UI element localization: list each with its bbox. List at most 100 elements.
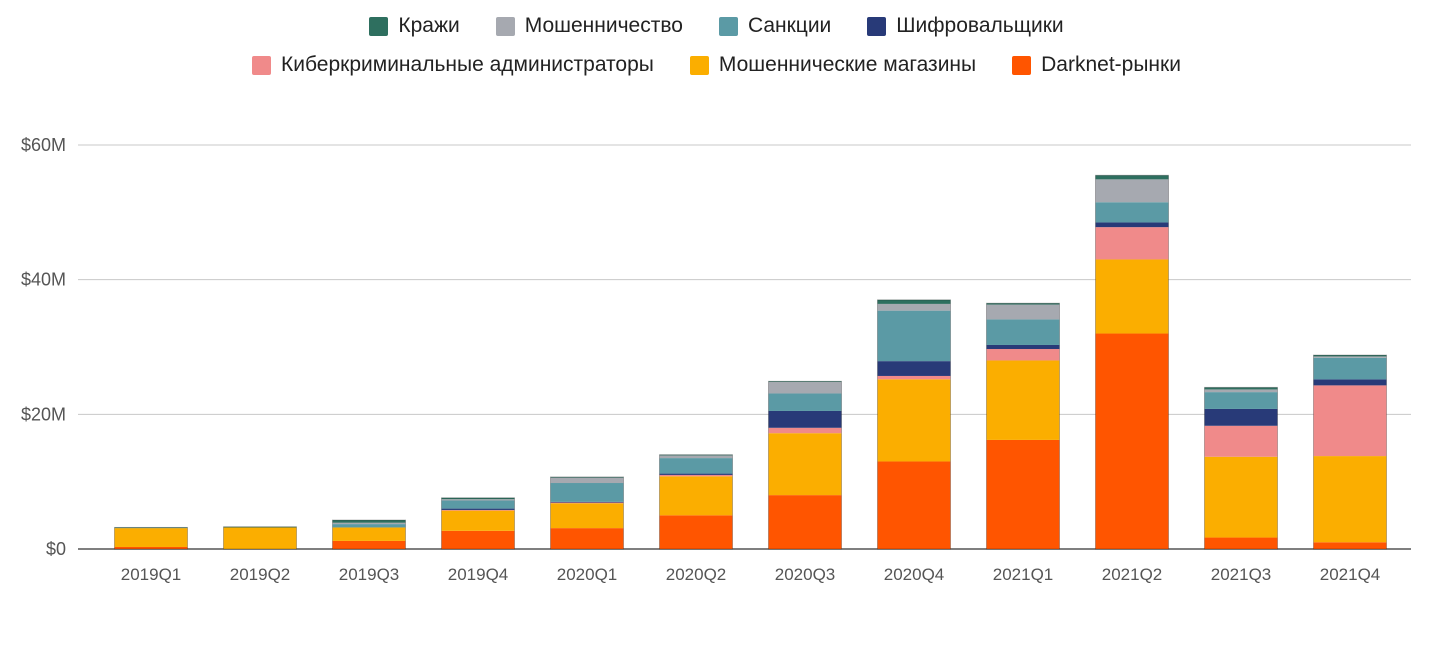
bar-segment <box>550 501 624 503</box>
bar-segment <box>986 344 1060 350</box>
bar-segment <box>1204 387 1278 390</box>
bar-segment <box>986 439 1060 549</box>
bar-stack-2019q4 <box>441 497 515 550</box>
bar-stack-2021q1 <box>986 302 1060 550</box>
bar-segment <box>986 304 1060 320</box>
chart-legend: Кражи Мошенничество Санкции Шифровальщики Ки… <box>0 12 1433 90</box>
x-tick-label: 2021Q1 <box>993 565 1054 584</box>
bar-segment <box>877 461 951 549</box>
bar-segment <box>114 528 188 547</box>
legend-label: Мошеннические магазины <box>718 53 977 76</box>
legend-item: Мошеннические магазины <box>689 53 977 77</box>
bar-segment <box>114 527 188 529</box>
bar-segment <box>1095 333 1169 549</box>
bar-segment <box>877 361 951 376</box>
bar-stack-2020q2 <box>659 454 733 550</box>
bar-stack-2021q2 <box>1095 174 1169 550</box>
bar-segment <box>223 527 297 549</box>
y-tick-label: $20M <box>21 404 66 424</box>
bar-segment <box>768 433 842 496</box>
bar-segment <box>441 508 515 510</box>
bar-segment <box>1095 259 1169 334</box>
bar-segment <box>332 527 406 541</box>
bar-segment <box>986 360 1060 440</box>
x-tick-label: 2020Q2 <box>666 565 727 584</box>
bar-segment <box>1204 425 1278 457</box>
bar-outline <box>441 497 515 550</box>
bar-segment <box>1095 227 1169 260</box>
bar-segment <box>1313 356 1387 358</box>
x-tick-label: 2020Q1 <box>557 565 618 584</box>
legend-label: Шифровальщики <box>896 14 1064 37</box>
bar-segment <box>768 393 842 411</box>
bar-outline <box>877 299 951 550</box>
bar-segment <box>1095 179 1169 203</box>
bar-outline <box>1095 174 1169 550</box>
bar-segment <box>114 546 188 549</box>
x-tick-label: 2019Q3 <box>339 565 400 584</box>
legend-item: Киберкриминальные администраторы <box>252 53 654 77</box>
legend-swatch <box>867 16 887 36</box>
legend-item: Санкции <box>718 14 832 38</box>
bar-segment <box>1313 357 1387 380</box>
bar-segment <box>659 473 733 475</box>
bar-segment <box>659 455 733 459</box>
legend-swatch <box>252 55 272 75</box>
bar-segment <box>550 476 624 478</box>
bar-segment <box>1313 542 1387 549</box>
x-axis: 2019Q1 2019Q2 2019Q3 2019Q4 2020Q1 2020Q2 2020… <box>121 565 1381 584</box>
bar-segment <box>1204 389 1278 393</box>
y-tick-label: $40M <box>21 270 66 290</box>
bar-segment <box>550 483 624 502</box>
x-tick-label: 2021Q4 <box>1320 565 1381 584</box>
bar-segment <box>550 528 624 549</box>
bars <box>114 174 1387 550</box>
legend-label: Кражи <box>398 14 460 37</box>
bar-segment <box>441 500 515 509</box>
bar-segment <box>1204 456 1278 538</box>
bar-segment <box>441 530 515 549</box>
bar-segment <box>332 524 406 528</box>
legend-swatch <box>1012 55 1032 75</box>
bar-segment <box>1313 355 1387 357</box>
bar-segment <box>332 520 406 523</box>
bar-segment <box>1095 202 1169 223</box>
x-tick-label: 2021Q3 <box>1211 565 1272 584</box>
bar-segment <box>877 379 951 462</box>
legend-swatch <box>369 16 389 36</box>
bar-segment <box>986 303 1060 305</box>
bar-stack-2019q2 <box>223 526 297 550</box>
x-tick-label: 2019Q4 <box>448 565 509 584</box>
bar-segment <box>986 349 1060 361</box>
bar-segment <box>550 502 624 504</box>
legend-swatch <box>689 55 709 75</box>
bar-stack-2020q3 <box>768 380 842 550</box>
legend-item: Мошенничество <box>495 14 683 38</box>
bar-segment <box>659 476 733 516</box>
legend-label: Мошенничество <box>524 14 683 37</box>
legend-item: Darknet-рынки <box>1012 53 1181 77</box>
bar-segment <box>223 526 297 528</box>
bar-outline <box>1204 386 1278 550</box>
legend-item: Шифровальщики <box>867 14 1064 38</box>
bar-segment <box>659 458 733 474</box>
bar-outline <box>114 526 188 550</box>
legend-label: Санкции <box>747 14 832 37</box>
gridlines <box>78 144 1411 550</box>
bar-segment <box>332 522 406 525</box>
bar-segment <box>768 495 842 549</box>
bar-stack-2021q4 <box>1313 354 1387 550</box>
legend-row: Кражи Мошенничество Санкции Шифровальщики <box>0 12 1433 40</box>
bar-segment <box>332 540 406 549</box>
bar-segment <box>441 497 515 500</box>
bar-stack-2021q3 <box>1204 386 1278 550</box>
bar-segment <box>659 454 733 456</box>
bar-segment <box>550 477 624 484</box>
bar-segment <box>877 375 951 380</box>
bar-segment <box>1204 408 1278 426</box>
bar-segment <box>1095 175 1169 180</box>
y-tick-label: $60M <box>21 135 66 155</box>
bar-segment <box>877 299 951 304</box>
bar-segment <box>768 427 842 434</box>
